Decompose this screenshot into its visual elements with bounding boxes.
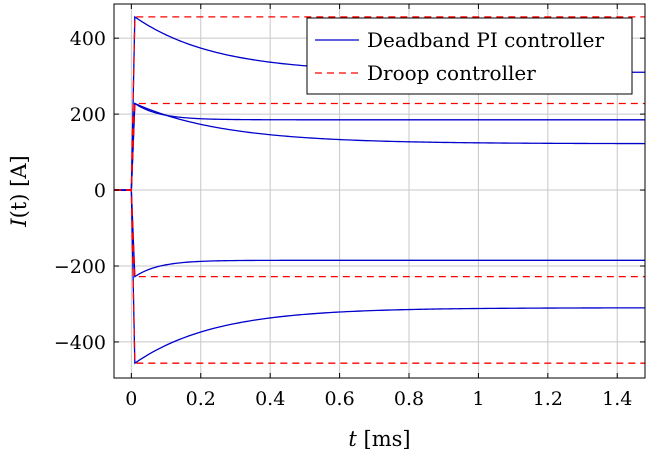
deadband-pi-controller-curve-2 <box>114 102 646 191</box>
y-tick-label: −200 <box>54 256 106 278</box>
tick-labels: 0 0.2 0.4 0.6 0.8 1 1.2 1.4 −400 −200 0 200 400 <box>54 28 633 410</box>
x-axis-variable: t <box>348 427 357 451</box>
x-tick-label: 0.4 <box>255 388 285 410</box>
x-tick-label: 0.2 <box>186 388 216 410</box>
deadband-pi-controller-curve-1 <box>114 102 645 191</box>
y-tick-label: 400 <box>70 28 106 50</box>
y-axis-variable: I <box>7 218 31 228</box>
legend-box <box>306 17 633 95</box>
legend-label-droop: Droop controller <box>367 61 536 85</box>
x-axis-unit-spacer <box>357 427 364 451</box>
x-axis-unit: [ms] <box>364 427 411 451</box>
x-tick-label: 1 <box>472 388 484 410</box>
droop-controller-curve-0 <box>114 16 645 191</box>
deadband-pi-controller-curve-3 <box>114 189 645 278</box>
legend: Deadband PI controller Droop controller <box>306 17 633 95</box>
y-tick-label: 0 <box>94 180 106 202</box>
droop-controller-curve-3 <box>114 189 645 364</box>
x-tick-label: 1.2 <box>533 388 563 410</box>
legend-label-deadband-pi: Deadband PI controller <box>367 28 604 52</box>
droop-controller-curve-2 <box>114 189 645 278</box>
x-tick-label: 0 <box>125 388 137 410</box>
y-axis-unit-spacer <box>7 187 31 194</box>
x-axis-label: t [ms] <box>348 427 410 451</box>
ticks <box>114 4 645 378</box>
y-tick-label: −400 <box>54 332 106 354</box>
x-tick-label: 0.8 <box>394 388 424 410</box>
y-axis-label: I(t) [A] <box>7 155 31 227</box>
y-axis-argument: (t) <box>7 194 31 219</box>
droop-controller-curve-1 <box>114 102 645 191</box>
y-axis-unit: [A] <box>7 155 31 187</box>
x-tick-label: 0.6 <box>324 388 354 410</box>
x-tick-label: 1.4 <box>602 388 632 410</box>
plot-frame <box>113 3 646 379</box>
deadband-pi-controller-curve-4 <box>114 189 645 365</box>
y-tick-label: 200 <box>70 104 106 126</box>
